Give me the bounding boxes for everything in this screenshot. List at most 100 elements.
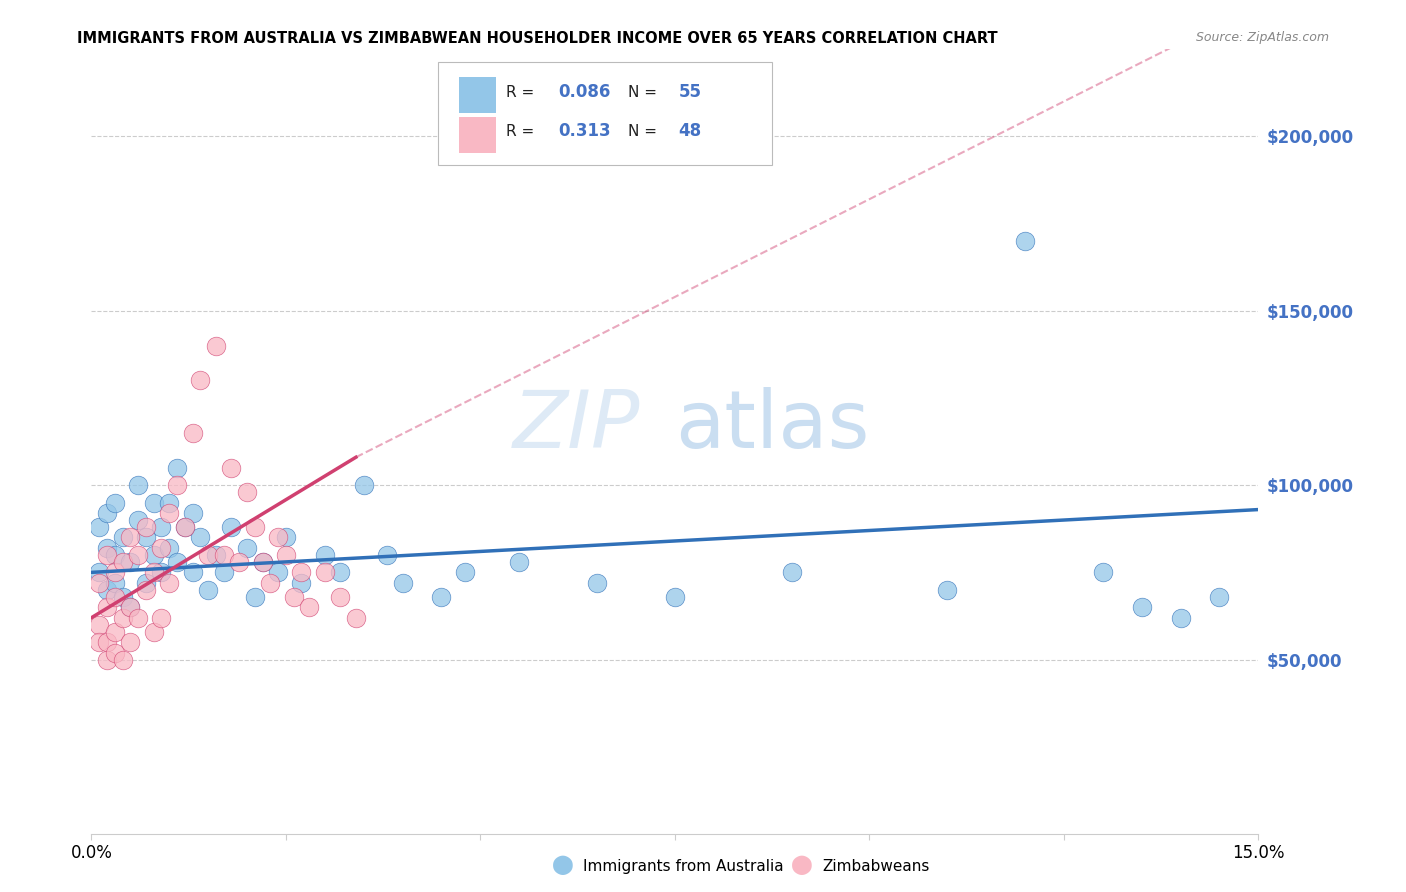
- Point: [104, 548, 127, 562]
- Point: [375, 548, 398, 562]
- Point: [430, 590, 453, 604]
- Point: [135, 582, 157, 597]
- Point: [267, 566, 290, 580]
- Point: [127, 513, 149, 527]
- Text: Source: ZipAtlas.com: Source: ZipAtlas.com: [1195, 31, 1329, 45]
- Point: [157, 541, 180, 555]
- Point: [142, 624, 165, 639]
- Point: [89, 617, 111, 632]
- Point: [166, 460, 188, 475]
- Point: [127, 548, 149, 562]
- Point: [89, 520, 111, 534]
- Point: [120, 600, 142, 615]
- Point: [228, 555, 250, 569]
- Point: [89, 575, 111, 590]
- Point: [188, 531, 211, 545]
- Point: [89, 566, 111, 580]
- Text: atlas: atlas: [675, 387, 869, 465]
- Point: [454, 566, 477, 580]
- Point: [96, 652, 118, 666]
- Point: [142, 566, 165, 580]
- Text: 0.086: 0.086: [558, 83, 610, 101]
- Point: [120, 555, 142, 569]
- Point: [142, 495, 165, 509]
- FancyBboxPatch shape: [439, 62, 772, 165]
- Point: [508, 555, 530, 569]
- Point: [104, 646, 127, 660]
- Point: [96, 506, 118, 520]
- Text: Immigrants from Australia: Immigrants from Australia: [583, 860, 785, 874]
- Point: [1130, 600, 1153, 615]
- Point: [1208, 590, 1230, 604]
- Point: [150, 520, 173, 534]
- Point: [96, 635, 118, 649]
- Point: [205, 548, 228, 562]
- Text: R =: R =: [506, 124, 538, 139]
- Point: [96, 541, 118, 555]
- Point: [212, 548, 235, 562]
- Point: [157, 495, 180, 509]
- Point: [127, 611, 149, 625]
- Point: [111, 531, 134, 545]
- Point: [221, 520, 243, 534]
- Point: [104, 495, 127, 509]
- Point: [329, 590, 352, 604]
- Point: [259, 575, 281, 590]
- Text: N =: N =: [628, 85, 662, 100]
- Point: [188, 374, 211, 388]
- Point: [181, 506, 204, 520]
- Point: [212, 566, 235, 580]
- Text: IMMIGRANTS FROM AUSTRALIA VS ZIMBABWEAN HOUSEHOLDER INCOME OVER 65 YEARS CORRELA: IMMIGRANTS FROM AUSTRALIA VS ZIMBABWEAN …: [77, 31, 998, 46]
- Point: [274, 531, 297, 545]
- Point: [664, 590, 686, 604]
- Text: R =: R =: [506, 85, 538, 100]
- Text: ⬤: ⬤: [790, 855, 813, 875]
- Point: [166, 555, 188, 569]
- Point: [197, 582, 219, 597]
- Point: [111, 611, 134, 625]
- Point: [150, 541, 173, 555]
- Point: [104, 575, 127, 590]
- Point: [157, 575, 180, 590]
- Point: [96, 600, 118, 615]
- Point: [96, 582, 118, 597]
- Point: [181, 566, 204, 580]
- Point: [236, 485, 259, 500]
- Point: [243, 520, 266, 534]
- Point: [104, 566, 127, 580]
- Point: [936, 582, 959, 597]
- Point: [96, 548, 118, 562]
- Point: [1091, 566, 1114, 580]
- Point: [111, 652, 134, 666]
- Point: [120, 635, 142, 649]
- Point: [314, 548, 336, 562]
- Point: [135, 531, 157, 545]
- Point: [173, 520, 195, 534]
- Text: ⬤: ⬤: [551, 855, 574, 875]
- Point: [267, 531, 290, 545]
- Text: 48: 48: [678, 122, 702, 140]
- Point: [314, 566, 336, 580]
- Point: [157, 506, 180, 520]
- Point: [290, 575, 312, 590]
- Point: [104, 624, 127, 639]
- Point: [173, 520, 195, 534]
- Point: [142, 548, 165, 562]
- Point: [1014, 234, 1036, 248]
- Point: [252, 555, 274, 569]
- Text: Zimbabweans: Zimbabweans: [823, 860, 929, 874]
- Point: [353, 478, 375, 492]
- FancyBboxPatch shape: [458, 78, 496, 113]
- Point: [181, 425, 204, 440]
- Point: [120, 600, 142, 615]
- Point: [120, 531, 142, 545]
- Point: [344, 611, 367, 625]
- Point: [243, 590, 266, 604]
- Text: 0.313: 0.313: [558, 122, 610, 140]
- Point: [221, 460, 243, 475]
- Point: [329, 566, 352, 580]
- Point: [298, 600, 321, 615]
- Point: [780, 566, 803, 580]
- Point: [283, 590, 305, 604]
- Point: [111, 555, 134, 569]
